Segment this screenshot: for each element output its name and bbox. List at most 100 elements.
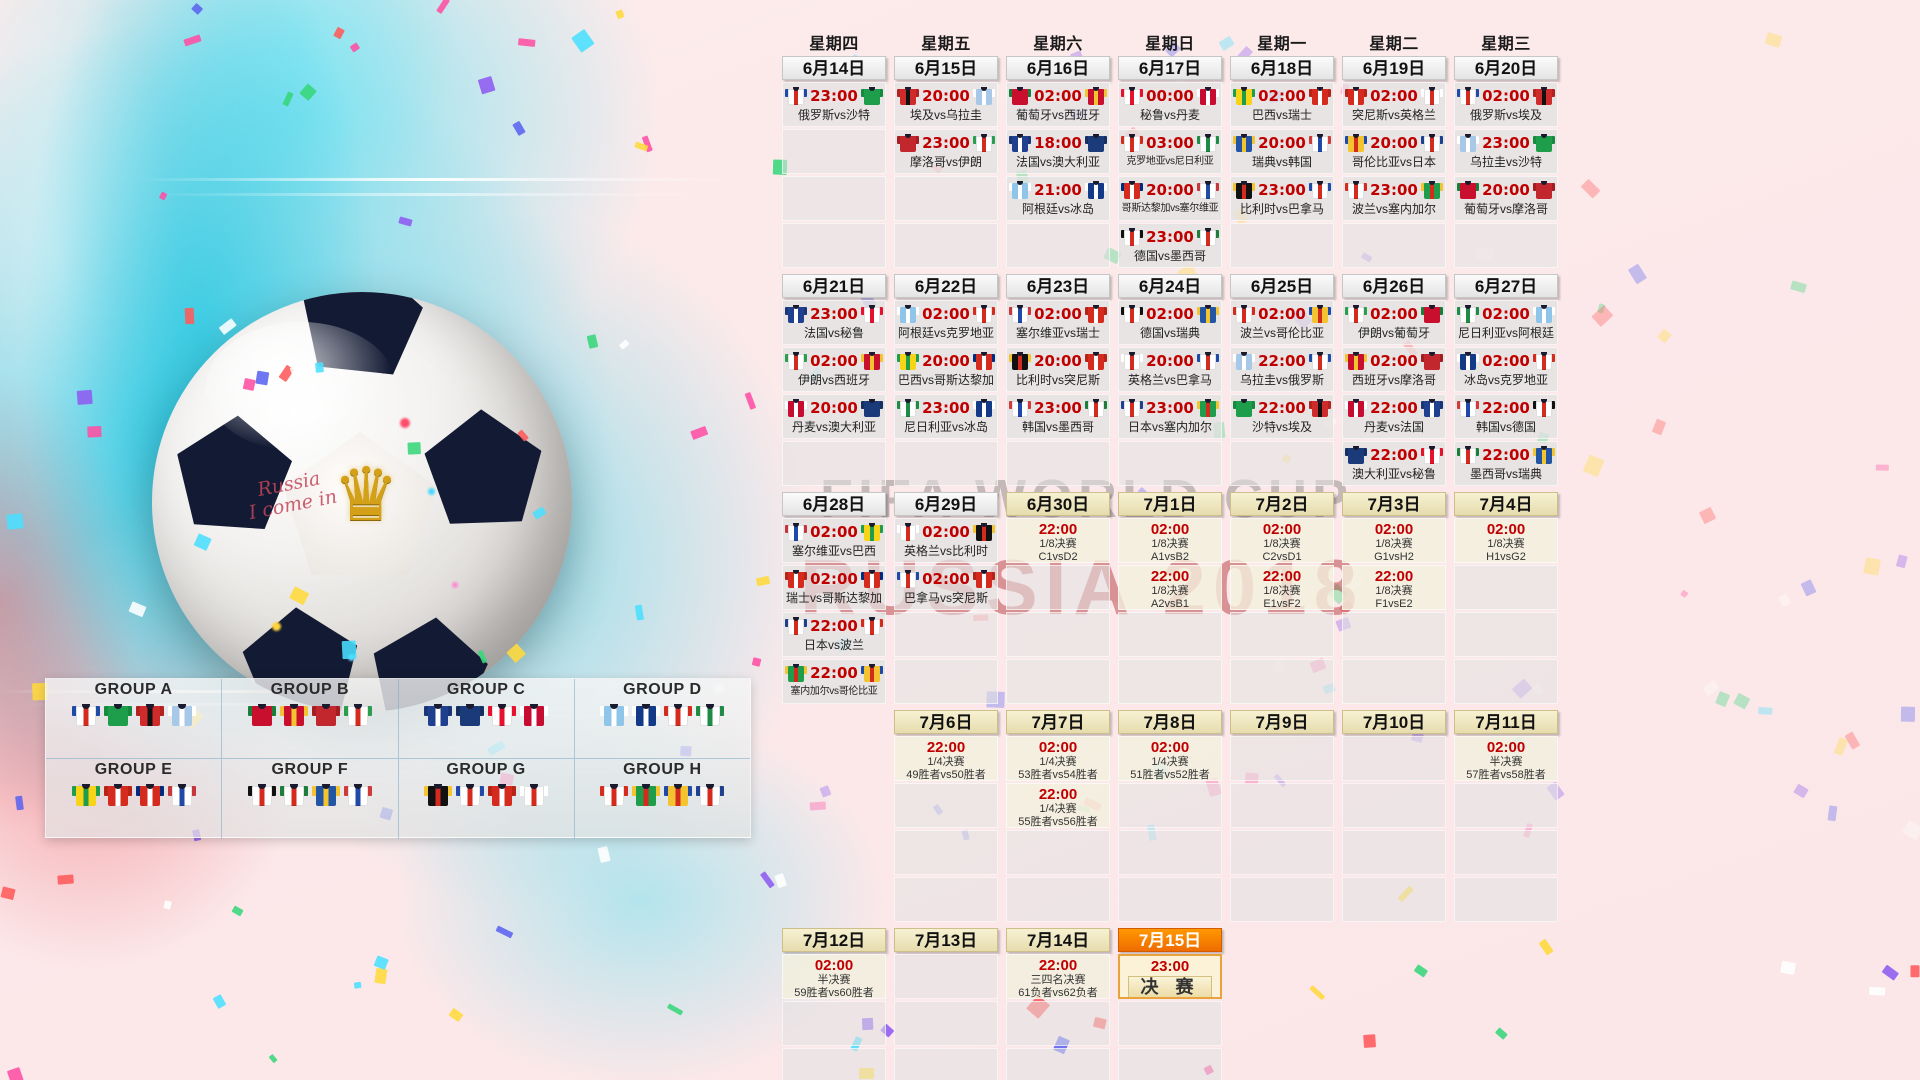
date-header-6月21日[interactable]: 6月21日: [782, 274, 886, 298]
knockout-match-card[interactable]: 02:00 半决赛 57胜者vs58胜者: [1454, 736, 1558, 781]
match-card[interactable]: 20:00 巴西vs哥斯达黎加: [894, 347, 998, 392]
knockout-match-card[interactable]: 22:00 三四名决赛 61负者vs62负者: [1006, 954, 1110, 999]
knockout-match-card[interactable]: 02:00 1/4决赛 53胜者vs54胜者: [1006, 736, 1110, 781]
match-card[interactable]: 22:00 丹麦vs法国: [1342, 394, 1446, 439]
date-header-7月2日[interactable]: 7月2日: [1230, 492, 1334, 516]
match-card[interactable]: 02:00 葡萄牙vs西班牙: [1006, 82, 1110, 127]
group-cell-group-g[interactable]: GROUP G: [399, 759, 575, 839]
date-header-7月14日[interactable]: 7月14日: [1006, 928, 1110, 952]
match-card[interactable]: 22:00 日本vs波兰: [782, 612, 886, 657]
match-card[interactable]: 02:00 伊朗vs葡萄牙: [1342, 300, 1446, 345]
knockout-match-card[interactable]: 02:00 半决赛 59胜者vs60胜者: [782, 954, 886, 999]
date-header-6月24日[interactable]: 6月24日: [1118, 274, 1222, 298]
match-card[interactable]: 00:00 秘鲁vs丹麦: [1118, 82, 1222, 127]
match-card[interactable]: 20:00 哥斯达黎加vs塞尔维亚: [1118, 176, 1222, 221]
match-card[interactable]: 03:00 克罗地亚vs尼日利亚: [1118, 129, 1222, 174]
group-cell-group-f[interactable]: GROUP F: [222, 759, 399, 839]
match-card[interactable]: 02:00 尼日利亚vs阿根廷: [1454, 300, 1558, 345]
group-cell-group-a[interactable]: GROUP A: [46, 679, 223, 759]
match-card[interactable]: 02:00 突尼斯vs英格兰: [1342, 82, 1446, 127]
knockout-match-card[interactable]: 02:00 1/8决赛 G1vsH2: [1342, 518, 1446, 563]
match-card[interactable]: 02:00 瑞士vs哥斯达黎加: [782, 565, 886, 610]
match-card[interactable]: 20:00 瑞典vs韩国: [1230, 129, 1334, 174]
date-header-7月7日[interactable]: 7月7日: [1006, 710, 1110, 734]
match-card[interactable]: 02:00 伊朗vs西班牙: [782, 347, 886, 392]
date-header-6月26日[interactable]: 6月26日: [1342, 274, 1446, 298]
date-header-7月10日[interactable]: 7月10日: [1342, 710, 1446, 734]
match-card[interactable]: 21:00 阿根廷vs冰岛: [1006, 176, 1110, 221]
date-header-7月9日[interactable]: 7月9日: [1230, 710, 1334, 734]
knockout-match-card[interactable]: 22:00 1/8决赛 E1vsF2: [1230, 565, 1334, 610]
date-header-7月11日[interactable]: 7月11日: [1454, 710, 1558, 734]
date-header-6月30日[interactable]: 6月30日: [1006, 492, 1110, 516]
match-card[interactable]: 20:00 丹麦vs澳大利亚: [782, 394, 886, 439]
knockout-match-card[interactable]: 02:00 1/8决赛 C2vsD1: [1230, 518, 1334, 563]
date-header-7月4日[interactable]: 7月4日: [1454, 492, 1558, 516]
match-card[interactable]: 23:00 韩国vs墨西哥: [1006, 394, 1110, 439]
match-card[interactable]: 22:00 墨西哥vs瑞典: [1454, 441, 1558, 486]
match-card[interactable]: 02:00 波兰vs哥伦比亚: [1230, 300, 1334, 345]
date-header-6月15日[interactable]: 6月15日: [894, 56, 998, 80]
match-card[interactable]: 23:00 摩洛哥vs伊朗: [894, 129, 998, 174]
match-card[interactable]: 22:00 韩国vs德国: [1454, 394, 1558, 439]
match-card[interactable]: 23:00 法国vs秘鲁: [782, 300, 886, 345]
knockout-match-card[interactable]: 22:00 1/8决赛 C1vsD2: [1006, 518, 1110, 563]
group-cell-group-h[interactable]: GROUP H: [575, 759, 750, 839]
knockout-match-card[interactable]: 22:00 1/4决赛 55胜者vs56胜者: [1006, 783, 1110, 828]
group-cell-group-e[interactable]: GROUP E: [46, 759, 223, 839]
knockout-match-card[interactable]: 02:00 1/8决赛 A1vsB2: [1118, 518, 1222, 563]
match-card[interactable]: 02:00 英格兰vs比利时: [894, 518, 998, 563]
match-card[interactable]: 23:00 德国vs墨西哥: [1118, 223, 1222, 268]
date-header-6月16日[interactable]: 6月16日: [1006, 56, 1110, 80]
match-card[interactable]: 02:00 阿根廷vs克罗地亚: [894, 300, 998, 345]
match-card[interactable]: 02:00 西班牙vs摩洛哥: [1342, 347, 1446, 392]
match-card[interactable]: 20:00 埃及vs乌拉圭: [894, 82, 998, 127]
match-card[interactable]: 20:00 比利时vs突尼斯: [1006, 347, 1110, 392]
group-cell-group-c[interactable]: GROUP C: [398, 679, 575, 759]
match-card[interactable]: 02:00 俄罗斯vs埃及: [1454, 82, 1558, 127]
match-card[interactable]: 02:00 德国vs瑞典: [1118, 300, 1222, 345]
date-header-6月25日[interactable]: 6月25日: [1230, 274, 1334, 298]
match-card[interactable]: 20:00 哥伦比亚vs日本: [1342, 129, 1446, 174]
date-header-6月18日[interactable]: 6月18日: [1230, 56, 1334, 80]
date-header-6月14日[interactable]: 6月14日: [782, 56, 886, 80]
match-card[interactable]: 18:00 法国vs澳大利亚: [1006, 129, 1110, 174]
match-card[interactable]: 22:00 乌拉圭vs俄罗斯: [1230, 347, 1334, 392]
match-card[interactable]: 02:00 巴西vs瑞士: [1230, 82, 1334, 127]
match-card[interactable]: 23:00 俄罗斯vs沙特: [782, 82, 886, 127]
date-header-7月6日[interactable]: 7月6日: [894, 710, 998, 734]
match-card[interactable]: 23:00 日本vs塞内加尔: [1118, 394, 1222, 439]
group-cell-group-d[interactable]: GROUP D: [574, 679, 750, 759]
match-card[interactable]: 02:00 巴拿马vs突尼斯: [894, 565, 998, 610]
final-match-card[interactable]: 23:00 决 赛: [1118, 954, 1222, 999]
match-card[interactable]: 23:00 乌拉圭vs沙特: [1454, 129, 1558, 174]
match-card[interactable]: 23:00 比利时vs巴拿马: [1230, 176, 1334, 221]
date-header-7月3日[interactable]: 7月3日: [1342, 492, 1446, 516]
knockout-match-card[interactable]: 22:00 1/8决赛 F1vsE2: [1342, 565, 1446, 610]
match-card[interactable]: 22:00 沙特vs埃及: [1230, 394, 1334, 439]
match-card[interactable]: 23:00 波兰vs塞内加尔: [1342, 176, 1446, 221]
group-cell-group-b[interactable]: GROUP B: [222, 679, 399, 759]
match-card[interactable]: 20:00 英格兰vs巴拿马: [1118, 347, 1222, 392]
knockout-match-card[interactable]: 22:00 1/8决赛 A2vsB1: [1118, 565, 1222, 610]
match-card[interactable]: 22:00 澳大利亚vs秘鲁: [1342, 441, 1446, 486]
date-header-6月29日[interactable]: 6月29日: [894, 492, 998, 516]
date-header-6月27日[interactable]: 6月27日: [1454, 274, 1558, 298]
match-card[interactable]: 22:00 塞内加尔vs哥伦比亚: [782, 659, 886, 704]
date-header-6月22日[interactable]: 6月22日: [894, 274, 998, 298]
match-card[interactable]: 20:00 葡萄牙vs摩洛哥: [1454, 176, 1558, 221]
match-card[interactable]: 02:00 冰岛vs克罗地亚: [1454, 347, 1558, 392]
date-header-7月12日[interactable]: 7月12日: [782, 928, 886, 952]
date-header-7月1日[interactable]: 7月1日: [1118, 492, 1222, 516]
knockout-match-card[interactable]: 02:00 1/4决赛 51胜者vs52胜者: [1118, 736, 1222, 781]
knockout-match-card[interactable]: 02:00 1/8决赛 H1vsG2: [1454, 518, 1558, 563]
date-header-6月17日[interactable]: 6月17日: [1118, 56, 1222, 80]
date-header-7月15日[interactable]: 7月15日: [1118, 928, 1222, 952]
date-header-6月23日[interactable]: 6月23日: [1006, 274, 1110, 298]
date-header-7月13日[interactable]: 7月13日: [894, 928, 998, 952]
date-header-7月8日[interactable]: 7月8日: [1118, 710, 1222, 734]
date-header-6月19日[interactable]: 6月19日: [1342, 56, 1446, 80]
match-card[interactable]: 02:00 塞尔维亚vs瑞士: [1006, 300, 1110, 345]
knockout-match-card[interactable]: 22:00 1/4决赛 49胜者vs50胜者: [894, 736, 998, 781]
match-card[interactable]: 23:00 尼日利亚vs冰岛: [894, 394, 998, 439]
